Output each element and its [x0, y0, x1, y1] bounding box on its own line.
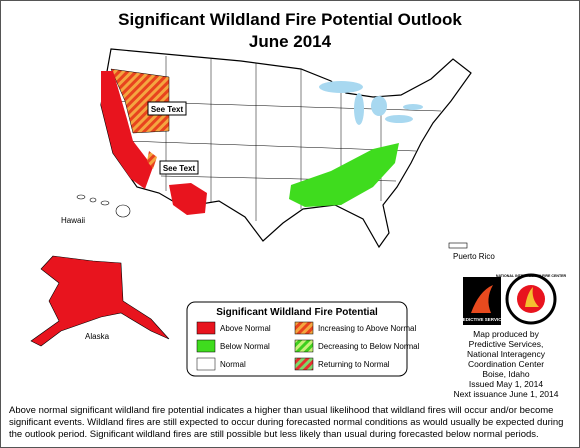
- legend-label: Returning to Normal: [318, 360, 390, 369]
- great-lakes: [319, 81, 423, 125]
- see-text-box: [147, 101, 187, 116]
- flame-icon: [525, 287, 539, 307]
- credits: Map produced by Predictive Services, Nat…: [454, 329, 559, 399]
- legend-swatch: [196, 357, 216, 371]
- legend-label: Below Normal: [220, 342, 270, 351]
- title: Significant Wildland Fire Potential Outl…: [118, 10, 462, 29]
- increasing-area: [110, 68, 170, 134]
- below-normal-area: [289, 143, 399, 207]
- see-text-box: [159, 160, 199, 175]
- credit-line: Predictive Services,: [469, 339, 544, 349]
- credit-line: Map produced by: [473, 329, 539, 339]
- above-normal-area: [101, 71, 153, 189]
- see-text: See Text: [151, 105, 184, 114]
- legend-label: Increasing to Above Normal: [318, 324, 416, 333]
- legend-label: Normal: [220, 360, 246, 369]
- puerto-rico-label: Puerto Rico: [453, 252, 495, 261]
- credit-line: Boise, Idaho: [482, 369, 530, 379]
- credit-line: National Interagency: [467, 349, 546, 359]
- logo-text: NATIONAL INTERAGENCY FIRE CENTER: [496, 274, 567, 278]
- legend-label: Decreasing to Below Normal: [318, 342, 420, 351]
- credit-line: Next issuance June 1, 2014: [454, 389, 559, 399]
- above-normal-area: [169, 183, 207, 215]
- legend-swatch: [196, 339, 216, 353]
- hawaii-label: Hawaii: [61, 216, 85, 225]
- see-text: See Text: [163, 164, 196, 173]
- credit-line: Coordination Center: [468, 359, 544, 369]
- legend-swatch: [294, 357, 314, 371]
- legend-swatch: [294, 339, 314, 353]
- subtitle: June 2014: [249, 32, 332, 51]
- increasing-area: [147, 151, 157, 169]
- map: Significant Wildland Fire Potential Outl…: [30, 10, 567, 399]
- legend-title: Significant Wildland Fire Potential: [216, 307, 378, 318]
- legend-box: [186, 301, 408, 377]
- legend-swatch: [196, 321, 216, 335]
- legend-swatch: [294, 321, 314, 335]
- footer-note: Above normal significant wildland fire p…: [9, 405, 564, 440]
- alaska: [30, 255, 170, 347]
- legend-label: Above Normal: [220, 324, 271, 333]
- alaska-label: Alaska: [85, 332, 110, 341]
- credit-line: Issued May 1, 2014: [469, 379, 543, 389]
- hawaii-islands: [76, 194, 131, 218]
- puerto-rico: [448, 242, 468, 249]
- logo-text: PREDICTIVE SERVICES: [457, 317, 508, 322]
- flame-icon: [471, 285, 493, 313]
